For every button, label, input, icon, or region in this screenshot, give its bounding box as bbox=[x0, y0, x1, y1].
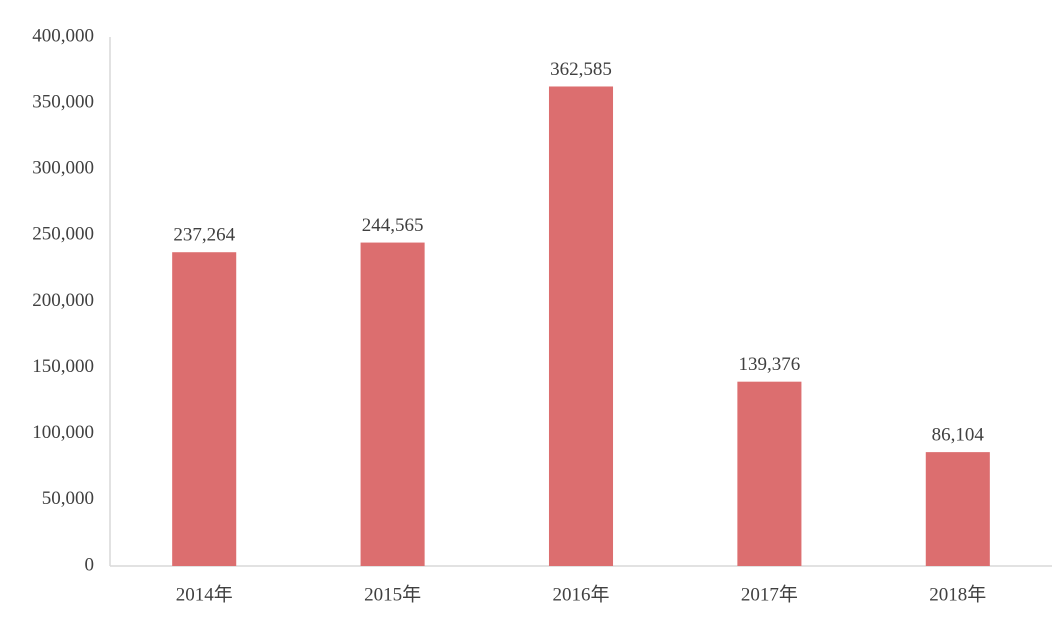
y-tick-label: 250,000 bbox=[32, 224, 94, 245]
value-label: 139,376 bbox=[739, 354, 801, 375]
y-tick-label: 150,000 bbox=[32, 356, 94, 377]
bar bbox=[925, 452, 990, 566]
y-tick-label: 0 bbox=[85, 554, 95, 575]
value-label: 237,264 bbox=[173, 225, 235, 246]
y-tick-label: 350,000 bbox=[32, 91, 94, 112]
x-tick-label: 2014年 bbox=[176, 583, 233, 605]
x-tick-label: 2017年 bbox=[741, 583, 798, 605]
value-label: 362,585 bbox=[550, 59, 612, 80]
x-tick-label: 2015年 bbox=[364, 583, 421, 605]
y-tick-label: 300,000 bbox=[32, 158, 94, 179]
bar bbox=[548, 86, 614, 567]
bar bbox=[737, 381, 802, 566]
value-label: 244,565 bbox=[362, 215, 424, 236]
y-tick-label: 100,000 bbox=[32, 422, 94, 443]
value-label: 86,104 bbox=[932, 424, 985, 445]
bar bbox=[172, 252, 237, 566]
y-tick-label: 50,000 bbox=[42, 488, 94, 509]
bar bbox=[360, 242, 425, 566]
x-tick-label: 2018年 bbox=[929, 583, 986, 605]
x-tick-label: 2016年 bbox=[552, 583, 609, 605]
y-tick-label: 200,000 bbox=[32, 290, 94, 311]
y-tick-label: 400,000 bbox=[32, 25, 94, 46]
